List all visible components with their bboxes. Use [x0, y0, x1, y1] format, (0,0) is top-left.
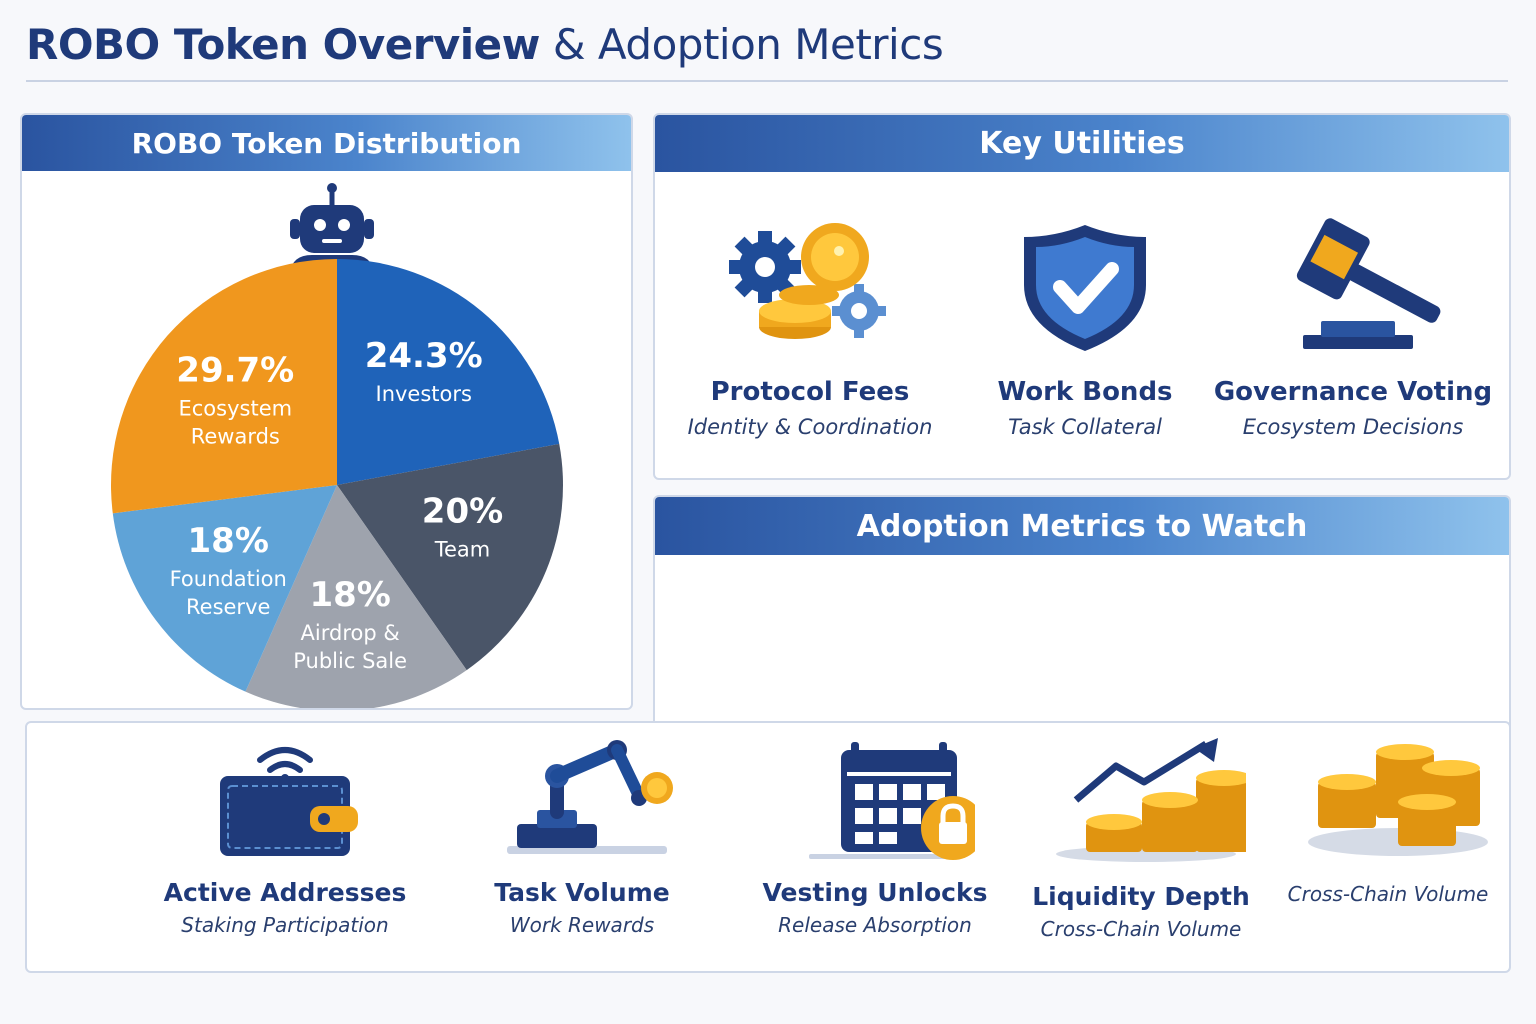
pie-slice-category-label: Rewards — [191, 424, 280, 448]
pie-slice-percent-label: 20% — [422, 491, 503, 531]
utility-work-bonds: Work Bonds Task Collateral — [940, 215, 1230, 439]
utility-subtitle: Identity & Coordination — [687, 415, 933, 439]
metric-subtitle: Release Absorption — [778, 913, 972, 937]
pie-slice-percent-label: 29.7% — [176, 350, 294, 390]
pie-slice-percent-label: 18% — [188, 521, 269, 561]
pie-slice-category-label: Team — [434, 537, 491, 561]
adoption-metrics-title: Adoption Metrics to Watch — [655, 497, 1509, 555]
utility-governance-voting: Governance Voting Ecosystem Decisions — [1208, 215, 1498, 439]
utility-subtitle: Ecosystem Decisions — [1242, 415, 1464, 439]
pie-slice-0 — [337, 259, 560, 485]
pie-slice-3 — [112, 485, 337, 692]
metric-vesting-unlocks: Vesting Unlocks Release Absorption — [745, 738, 1005, 937]
utility-subtitle: Task Collateral — [1008, 415, 1162, 439]
gavel-icon — [1296, 218, 1441, 349]
page-title-light: & Adoption Metrics — [552, 20, 944, 69]
pie-slice-percent-label: 24.3% — [365, 336, 483, 376]
pie-slice-category-label: Investors — [376, 382, 472, 406]
robot-arm-icon — [507, 740, 673, 854]
utility-name: Work Bonds — [997, 377, 1173, 407]
pie-slice-category-label: Airdrop & — [301, 621, 400, 645]
pie-slice-2 — [245, 485, 467, 708]
wallet-icon — [220, 747, 358, 856]
pie-slice-category-label: Foundation — [170, 567, 287, 591]
pie-slice-category-label: Public Sale — [293, 649, 407, 673]
coin-stacks-icon — [1308, 744, 1488, 856]
metric-name: Active Addresses — [163, 878, 407, 907]
shield-check-icon — [1024, 225, 1146, 351]
utility-name: Governance Voting — [1213, 377, 1493, 407]
page-title: ROBO Token Overview & Adoption Metrics — [26, 20, 944, 69]
utility-name: Protocol Fees — [710, 377, 910, 407]
distribution-panel-title: ROBO Token Distribution — [22, 115, 631, 171]
pie-slice-category-label: Ecosystem — [178, 396, 292, 420]
metric-cross-chain-volume: Cross-Chain Volume — [1258, 738, 1518, 906]
metric-subtitle: Cross-Chain Volume — [1040, 917, 1242, 941]
metric-task-volume: Task Volume Work Rewards — [452, 738, 712, 937]
pie-slice-1 — [337, 443, 563, 671]
title-divider — [26, 80, 1508, 82]
distribution-pie-chart: 24.3% Investors 20% Team 18% Airdrop & Public … — [110, 183, 563, 708]
metric-subtitle: Work Rewards — [509, 913, 655, 937]
calendar-lock-icon — [809, 742, 975, 860]
metric-liquidity-depth: Liquidity Depth Cross-Chain Volume — [1011, 738, 1271, 941]
pie-slice-percent-label: 18% — [309, 575, 390, 615]
key-utilities-title: Key Utilities — [655, 115, 1509, 172]
adoption-metrics-panel: Adoption Metrics to Watch — [653, 495, 1511, 727]
distribution-panel: ROBO Token Distribution 24.3% Investors 20… — [20, 113, 633, 710]
metric-active-addresses: Active Addresses Staking Participation — [155, 738, 415, 937]
gear-coins-icon — [729, 223, 886, 339]
metric-subtitle: Cross-Chain Volume — [1287, 882, 1489, 906]
coins-growth-icon — [1056, 738, 1246, 862]
metric-subtitle: Staking Participation — [181, 913, 389, 937]
metric-name: Task Volume — [494, 878, 670, 907]
pie-slice-category-label: Reserve — [186, 595, 270, 619]
metric-name: Liquidity Depth — [1032, 882, 1250, 911]
page-title-bold: ROBO Token Overview — [26, 20, 540, 69]
utility-protocol-fees: Protocol Fees Identity & Coordination — [665, 215, 955, 439]
metric-name: Vesting Unlocks — [762, 878, 988, 907]
pie-slice-4 — [110, 259, 337, 514]
